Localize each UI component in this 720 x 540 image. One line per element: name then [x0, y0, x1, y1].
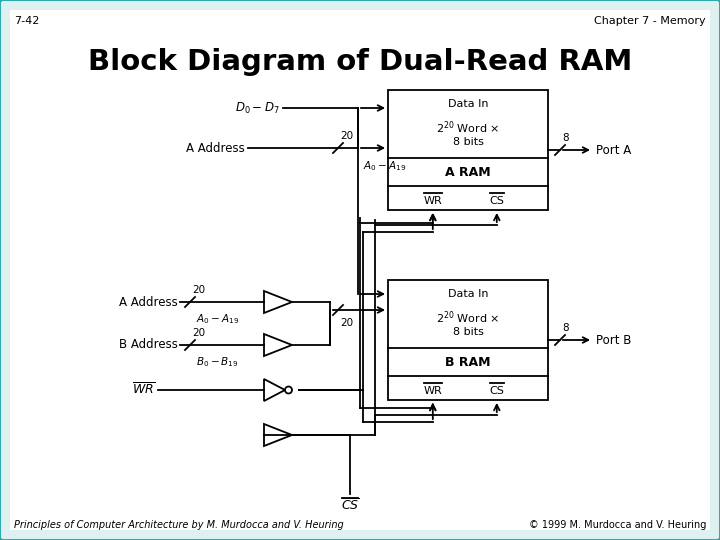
Text: 8: 8 — [562, 323, 569, 333]
Text: A Address: A Address — [186, 141, 245, 154]
Text: B RAM: B RAM — [445, 355, 491, 368]
Polygon shape — [264, 379, 285, 401]
FancyBboxPatch shape — [388, 90, 548, 210]
Polygon shape — [264, 334, 292, 356]
Text: Data In: Data In — [448, 99, 488, 109]
Text: Data In: Data In — [448, 289, 488, 299]
Text: WR: WR — [423, 386, 442, 396]
Text: B Address: B Address — [119, 339, 178, 352]
FancyBboxPatch shape — [388, 280, 548, 400]
Text: 20: 20 — [340, 131, 353, 141]
Text: $\overline{WR}$: $\overline{WR}$ — [132, 382, 155, 398]
Text: 7-42: 7-42 — [14, 16, 40, 26]
Text: 8 bits: 8 bits — [453, 137, 483, 147]
Text: 8 bits: 8 bits — [453, 327, 483, 337]
Text: Port B: Port B — [596, 334, 631, 347]
FancyBboxPatch shape — [10, 10, 710, 530]
Text: WR: WR — [423, 196, 442, 206]
Circle shape — [285, 387, 292, 394]
Text: CS: CS — [490, 196, 504, 206]
Text: A RAM: A RAM — [445, 165, 491, 179]
Text: Port A: Port A — [596, 144, 631, 157]
Text: A Address: A Address — [120, 295, 178, 308]
Text: $D_0 - D_7$: $D_0 - D_7$ — [235, 100, 280, 116]
Polygon shape — [264, 291, 292, 313]
Text: $2^{20}$ Word ×: $2^{20}$ Word × — [436, 310, 500, 326]
Text: $2^{20}$ Word ×: $2^{20}$ Word × — [436, 120, 500, 136]
Text: $A_0 - A_{19}$: $A_0 - A_{19}$ — [196, 312, 239, 326]
Text: Block Diagram of Dual-Read RAM: Block Diagram of Dual-Read RAM — [88, 48, 632, 76]
Text: © 1999 M. Murdocca and V. Heuring: © 1999 M. Murdocca and V. Heuring — [528, 520, 706, 530]
Text: $A_0 - A_{19}$: $A_0 - A_{19}$ — [363, 159, 406, 173]
Text: Chapter 7 - Memory: Chapter 7 - Memory — [595, 16, 706, 26]
Polygon shape — [264, 424, 292, 446]
Text: CS: CS — [490, 386, 504, 396]
Text: 8: 8 — [562, 133, 569, 143]
Text: Principles of Computer Architecture by M. Murdocca and V. Heuring: Principles of Computer Architecture by M… — [14, 520, 343, 530]
Text: 20: 20 — [192, 285, 205, 295]
Text: $B_0 - B_{19}$: $B_0 - B_{19}$ — [196, 355, 238, 369]
Text: 20: 20 — [192, 328, 205, 338]
Text: 20: 20 — [340, 318, 353, 328]
Text: $\overline{CS}$: $\overline{CS}$ — [341, 498, 359, 514]
